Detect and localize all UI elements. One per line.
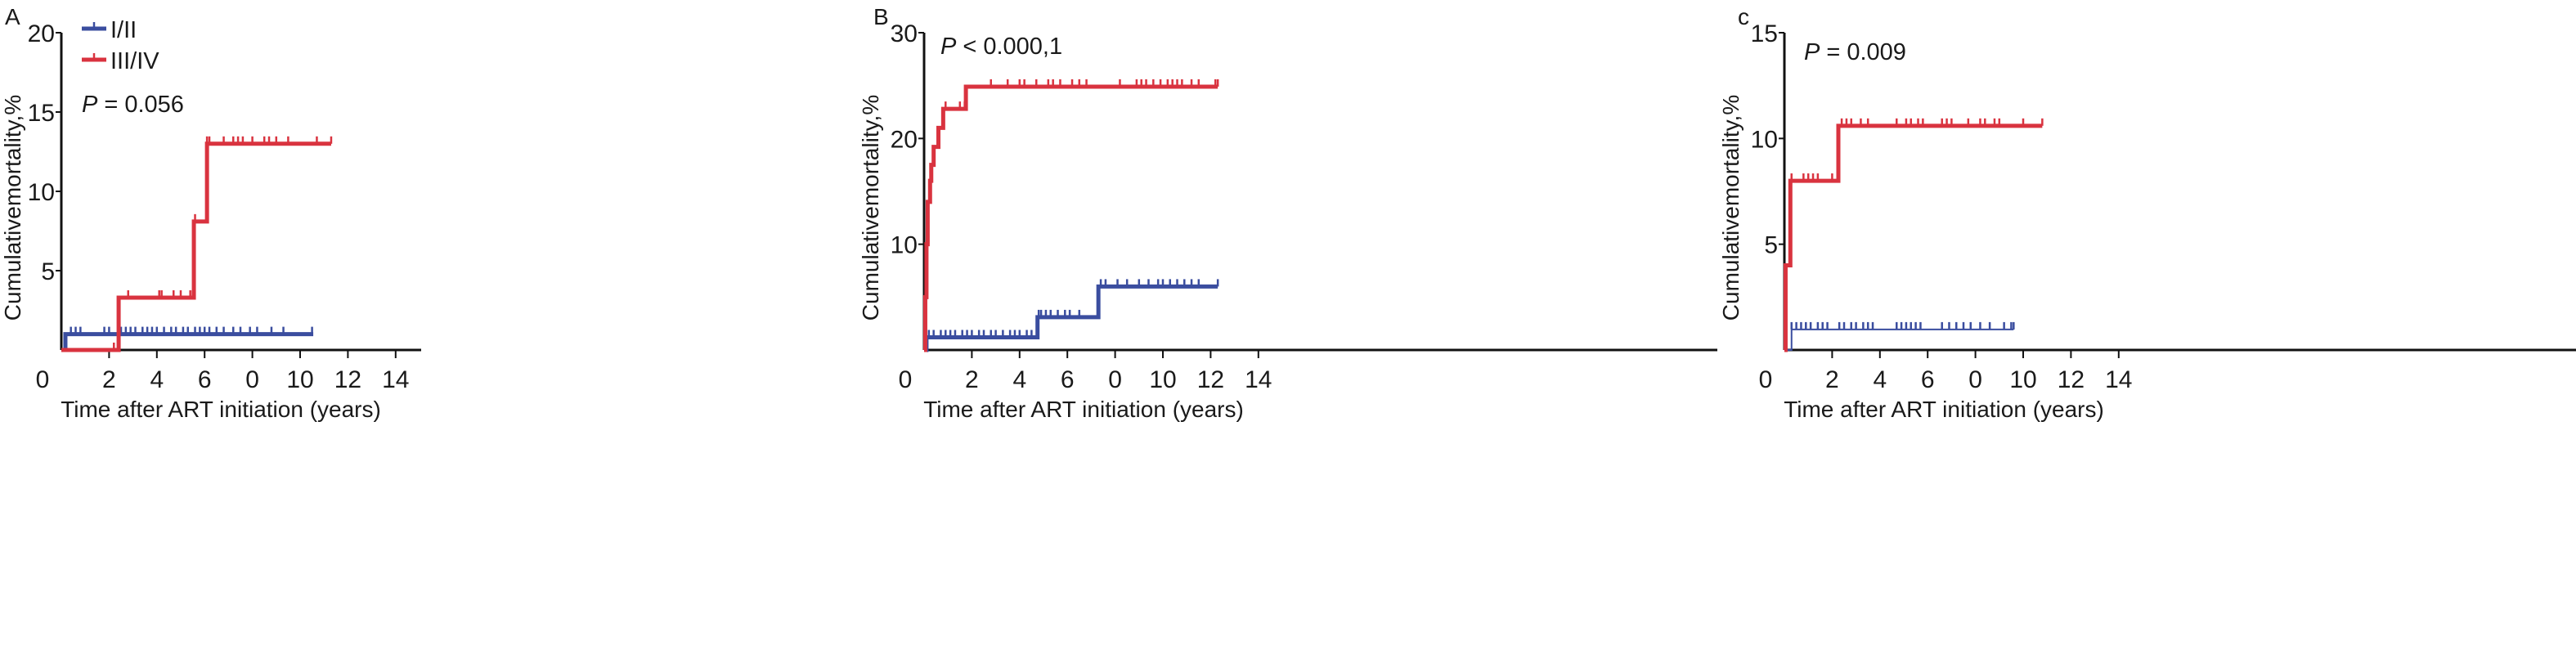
- x-tick-label: 12: [2058, 366, 2085, 393]
- km-curve-i-ii: [61, 332, 314, 352]
- p-value-text: < 0.000,1: [963, 34, 1062, 60]
- x-tick-label: 12: [1197, 366, 1224, 393]
- x-tick-label: 2: [965, 366, 979, 393]
- x-tick-label: 0: [245, 366, 259, 393]
- p-value-text: = 0.056: [104, 92, 184, 118]
- p-value: P < 0.000,1: [940, 34, 1062, 60]
- p-symbol: P: [940, 34, 957, 60]
- p-symbol: P: [82, 92, 98, 118]
- x-tick-label: 0: [1968, 366, 1982, 393]
- x-tick-label: 10: [2009, 366, 2036, 393]
- y-tick-label: 10: [891, 232, 918, 259]
- y-tick-label: 10: [1751, 126, 1778, 153]
- y-tick-label: 20: [891, 126, 918, 153]
- y-tick-label: 30: [891, 20, 918, 47]
- x-tick-label: 6: [1921, 366, 1935, 393]
- panel-label: c: [1738, 4, 1749, 29]
- y-tick-label: 20: [28, 20, 55, 47]
- legend-item-i-ii: I/II: [82, 17, 137, 43]
- x-tick-label: 0: [1108, 366, 1122, 393]
- x-tick-label: 10: [286, 366, 313, 393]
- y-axis-title: Cumulativemortality,%: [1718, 95, 1744, 321]
- x-tick-label: 6: [1061, 366, 1075, 393]
- x-axis-title: Time after ART initiation (years): [1784, 397, 2104, 422]
- x-tick-label: 4: [1873, 366, 1887, 393]
- p-value: P = 0.009: [1804, 39, 1906, 65]
- x-tick-label: 2: [102, 366, 116, 393]
- km-curve-iii-iv: [61, 141, 331, 352]
- x-tick-label: 4: [1012, 366, 1026, 393]
- x-tick-label: 2: [1825, 366, 1839, 393]
- p-value: P = 0.056: [82, 92, 184, 118]
- y-axis-title: Cumulativemortality,%: [0, 95, 25, 321]
- y-tick-label: 15: [28, 100, 55, 127]
- legend-label: I/II: [110, 17, 137, 43]
- x-tick-label: 0: [899, 366, 913, 393]
- legend-label: III/IV: [110, 48, 159, 74]
- legend-item-iii-iv: III/IV: [82, 48, 159, 74]
- y-axis-title: Cumulativemortality,%: [858, 95, 883, 321]
- x-tick-label: 10: [1149, 366, 1176, 393]
- km-curve-iii-iv: [1783, 123, 2043, 352]
- x-axis-title: Time after ART initiation (years): [61, 397, 381, 422]
- y-tick-label: 5: [41, 258, 55, 285]
- y-tick-label: 15: [1751, 20, 1778, 47]
- panel-label: B: [873, 4, 889, 29]
- x-tick-label: 0: [1759, 366, 1773, 393]
- x-axis-title: Time after ART initiation (years): [923, 397, 1244, 422]
- p-symbol: P: [1804, 39, 1820, 65]
- x-tick-label: 14: [1245, 366, 1272, 393]
- p-value-text: = 0.009: [1826, 39, 1906, 65]
- y-tick-label: 10: [28, 179, 55, 206]
- x-tick-label: 0: [36, 366, 50, 393]
- y-tick-label: 5: [1764, 232, 1778, 259]
- km-curve-i-ii: [1784, 328, 2014, 351]
- km-curve-iii-iv: [922, 84, 1218, 352]
- x-tick-label: 4: [150, 366, 164, 393]
- km-curve-i-ii: [924, 284, 1218, 352]
- panel-label: A: [5, 4, 20, 29]
- x-tick-label: 14: [2105, 366, 2132, 393]
- x-tick-label: 12: [334, 366, 361, 393]
- x-tick-label: 14: [382, 366, 409, 393]
- x-tick-label: 6: [198, 366, 212, 393]
